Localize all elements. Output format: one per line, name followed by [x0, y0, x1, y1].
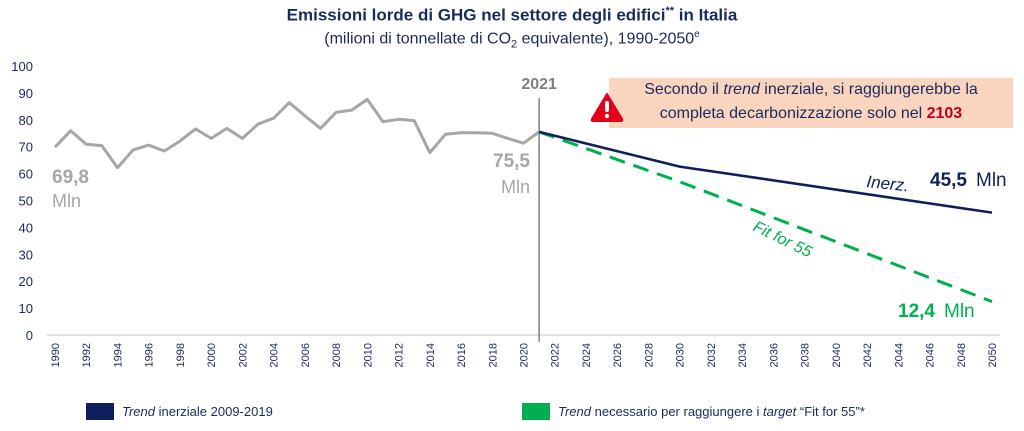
legend-item-fit55: Trend necessario per raggiungere i targe… [522, 403, 865, 420]
series-line-1 [538, 130, 993, 214]
y-axis: 0 10 20 30 40 50 60 70 80 90 100 [11, 59, 33, 343]
x-tick-label: 2036 [768, 343, 780, 367]
annotation-inerz-value: 45,5 [930, 170, 967, 191]
y-tick-label: 40 [19, 220, 33, 235]
x-tick-label: 2026 [612, 343, 624, 367]
y-tick-label: 90 [19, 86, 33, 101]
x-tick-label: 1994 [112, 343, 124, 367]
subtitle-subscript: 2 [511, 38, 518, 51]
legend-label-2: “Fit for 55”* [796, 404, 865, 419]
x-tick-label: 2046 [925, 343, 937, 367]
x-tick-label: 2016 [456, 343, 468, 367]
callout-line-1: Secondo il trend inerziale, si raggiunge… [609, 78, 1013, 102]
x-tick-label: 2000 [206, 343, 218, 367]
series-group [53, 97, 993, 304]
y-tick-label: 100 [11, 59, 33, 74]
legend-label-italic: Trend [558, 404, 591, 419]
x-tick-label: 2030 [675, 343, 687, 367]
annotation-inerz-prefix: Inerz. [866, 172, 910, 195]
x-tick-label: 2040 [831, 343, 843, 367]
callout-text-1a: Secondo il [644, 81, 724, 98]
y-tick-label: 70 [19, 140, 33, 155]
legend-swatch-inerziale [86, 403, 114, 420]
x-tick-label: 2006 [300, 343, 312, 367]
x-tick-label: 2050 [987, 343, 999, 367]
annotation-fit-line-label: Fit for 55 [750, 218, 814, 261]
annotation-now-value: 75,5 [493, 151, 530, 172]
x-tick-label: 2044 [893, 343, 905, 367]
subtitle-suffix: equivalente), 1990-2050 [517, 30, 695, 48]
callout-text-1c: inerziale, si raggiungerebbe la [759, 81, 978, 98]
legend-label: necessario per raggiungere i [591, 404, 763, 419]
legend-label: inerziale 2009-2019 [155, 404, 273, 419]
annotation-inerz-unit: Mln [976, 170, 1007, 191]
chart-subtitle: (milioni di tonnellate di CO2 equivalent… [0, 29, 1024, 51]
x-tick-label: 1992 [81, 343, 93, 367]
subtitle-superscript: e [694, 29, 700, 40]
legend-swatch-fit55 [522, 403, 550, 420]
x-tick-label: 2002 [237, 343, 249, 367]
x-tick-label: 2042 [862, 343, 874, 367]
y-tick-label: 50 [19, 194, 33, 209]
x-axis: 1990 1992 1994 1996 1998 2000 2002 2004 2006 2008… [50, 343, 999, 367]
chart-title: Emissioni lorde di GHG nel settore degli… [0, 5, 1024, 26]
y-tick-label: 30 [19, 247, 33, 262]
subtitle-text: (milioni di tonnellate di CO [324, 30, 512, 48]
x-tick-label: 1998 [175, 343, 187, 367]
series-line-0 [53, 97, 540, 170]
callout-text-2a: completa decarbonizzazione solo nel [659, 105, 927, 122]
annotation-fit-unit: Mln [944, 301, 975, 322]
title-suffix: in Italia [674, 5, 738, 25]
x-tick-label: 1990 [50, 343, 62, 367]
x-tick-label: 2004 [269, 343, 281, 367]
title-text: Emissioni lorde di GHG nel settore degli… [286, 5, 666, 25]
annotation-fit-value: 12,4 [898, 301, 935, 322]
annotation-start-unit: Mln [52, 191, 81, 211]
y-tick-label: 60 [19, 167, 33, 182]
annotations: 69,8 Mln 75,5 Mln Inerz. 45,5 Mln 12,4 Mln Fit fo… [52, 151, 1007, 322]
legend-label-italic: Trend [122, 404, 155, 419]
callout-line-2: completa decarbonizzazione solo nel 2103 [609, 102, 1013, 126]
callout-text-1b: trend [723, 81, 760, 98]
x-tick-label: 2014 [425, 343, 437, 367]
series-line-2 [538, 130, 993, 304]
x-tick-label: 2028 [643, 343, 655, 367]
annotation-start-value: 69,8 [52, 167, 89, 188]
title-mark: ** [665, 5, 675, 17]
y-tick-label: 80 [19, 113, 33, 128]
x-tick-label: 2012 [394, 343, 406, 367]
legend-item-inerziale: Trend inerziale 2009-2019 [86, 403, 273, 420]
y-tick-label: 10 [19, 301, 33, 316]
warning-triangle-icon [590, 93, 624, 122]
x-tick-label: 2032 [706, 343, 718, 367]
x-tick-label: 2010 [362, 343, 374, 367]
x-tick-label: 2048 [956, 343, 968, 367]
legend-label-italic-2: target [763, 404, 797, 419]
x-tick-label: 2018 [487, 343, 499, 367]
callout-year: 2103 [926, 105, 963, 122]
x-tick-label: 2008 [331, 343, 343, 367]
marker-label-2021: 2021 [521, 76, 557, 93]
x-tick-label: 2034 [737, 343, 749, 367]
annotation-now-unit: Mln [501, 177, 530, 197]
callout-box: Secondo il trend inerziale, si raggiunge… [609, 78, 1013, 128]
x-tick-label: 2038 [800, 343, 812, 367]
x-tick-label: 2022 [550, 343, 562, 367]
x-tick-label: 2020 [519, 343, 531, 367]
y-tick-label: 20 [19, 274, 33, 289]
x-tick-label: 2024 [581, 343, 593, 367]
x-tick-label: 1996 [144, 343, 156, 367]
y-tick-label: 0 [26, 328, 33, 343]
